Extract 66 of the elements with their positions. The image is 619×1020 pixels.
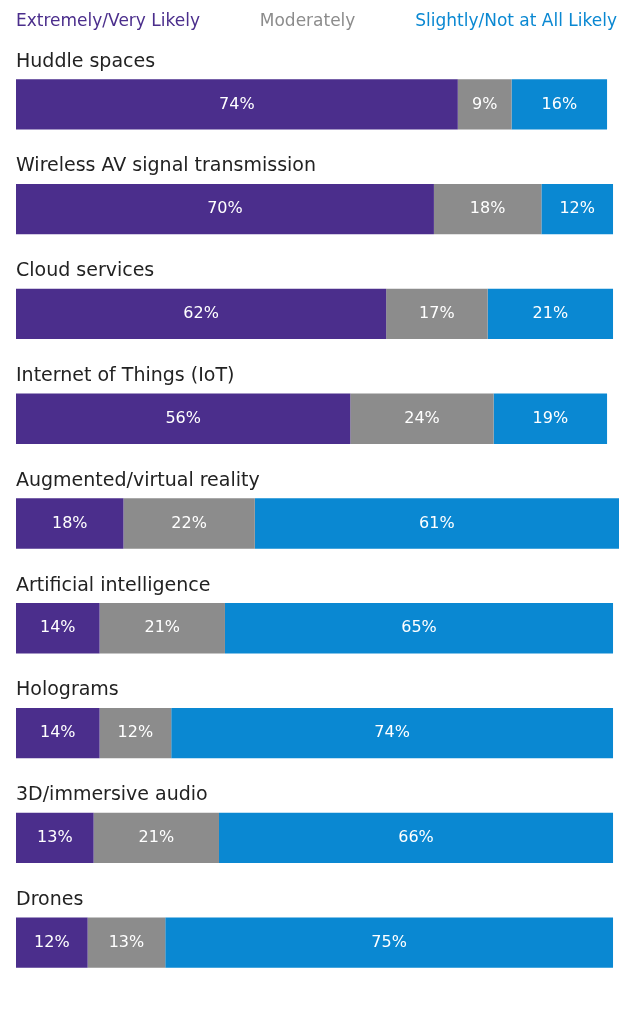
- data-label: 17%: [419, 303, 455, 323]
- text: Extremely/Very Likely: [16, 10, 200, 30]
- bar: [16, 917, 88, 968]
- bar: [165, 917, 614, 968]
- data-label: 61%: [419, 512, 455, 532]
- data-label: 74%: [219, 93, 255, 113]
- bar: [218, 812, 614, 863]
- data-label: 65%: [401, 617, 437, 637]
- data-label: 16%: [541, 93, 578, 113]
- data-label: 62%: [183, 303, 219, 323]
- data-label: 24%: [404, 407, 440, 427]
- data-label: 9%: [471, 93, 498, 113]
- bar: [16, 603, 100, 654]
- data-label: 21%: [138, 826, 175, 846]
- y-tick-label: Internet of Things (IoT): [16, 363, 235, 385]
- data-label: 75%: [371, 931, 407, 951]
- data-label: 13%: [37, 826, 73, 846]
- data-label: 74%: [374, 722, 410, 742]
- bar: [87, 917, 166, 968]
- bar: [99, 603, 225, 654]
- bar: [224, 603, 614, 654]
- data-label: 18%: [51, 512, 88, 532]
- data-label: 56%: [165, 407, 201, 427]
- data-label: 66%: [398, 826, 434, 846]
- data-label: 12%: [559, 198, 595, 218]
- bar: [16, 288, 387, 340]
- bar: [171, 707, 614, 759]
- data-label: 13%: [108, 931, 145, 951]
- bar: [350, 393, 494, 444]
- data-label: 12%: [117, 722, 154, 742]
- bar: [433, 184, 542, 235]
- bar: [16, 707, 100, 759]
- text: Moderately: [259, 10, 356, 30]
- y-tick-label: 3D/immersive audio: [16, 782, 208, 805]
- data-label: 21%: [144, 617, 181, 637]
- data-label: 21%: [532, 303, 569, 323]
- bar: [16, 184, 434, 235]
- data-label: 14%: [40, 722, 76, 742]
- y-tick-label: Cloud services: [16, 258, 155, 281]
- bar: [487, 288, 614, 340]
- y-tick-label: Wireless AV signal transmission: [16, 153, 316, 176]
- bar: [93, 812, 219, 863]
- bar: [123, 498, 255, 549]
- y-tick-label: Augmented/virtual reality: [16, 467, 260, 490]
- data-label: 14%: [40, 617, 76, 637]
- data-label: 12%: [34, 931, 70, 951]
- y-tick-label: Drones: [16, 886, 84, 909]
- y-tick-label: Artificial intelligence: [16, 572, 211, 595]
- bar: [457, 79, 512, 130]
- bar: [386, 288, 488, 340]
- data-label: 18%: [469, 198, 506, 218]
- data-label: 19%: [532, 407, 569, 427]
- bar: [16, 79, 458, 130]
- data-label: 22%: [171, 512, 207, 532]
- bar: [16, 393, 351, 444]
- bar: [99, 707, 172, 759]
- bar: [541, 184, 614, 235]
- bar: [16, 498, 124, 549]
- bar: [254, 498, 619, 549]
- text: Slightly/Not at All Likely: [415, 10, 617, 30]
- bar: [493, 393, 608, 444]
- y-tick-label: Huddle spaces: [16, 48, 156, 71]
- bar: [511, 79, 608, 130]
- y-tick-label: Holograms: [16, 677, 119, 700]
- bar: [16, 812, 94, 863]
- data-label: 70%: [207, 198, 243, 218]
